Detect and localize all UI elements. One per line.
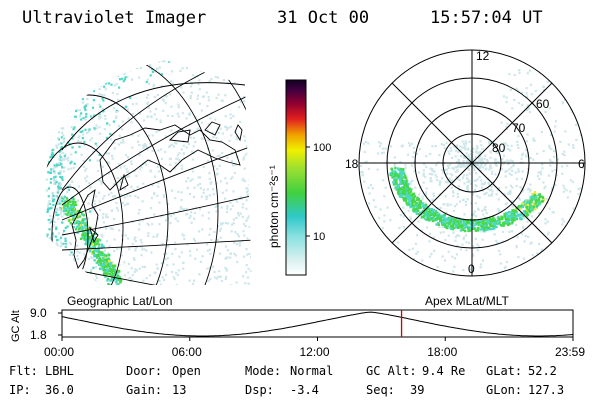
ip-value: 36.0 xyxy=(45,383,74,397)
coastlines xyxy=(71,121,243,269)
door-label: Door: xyxy=(126,364,163,378)
ip-label: IP: xyxy=(9,383,31,397)
gcalt-value: 9.4 Re xyxy=(422,364,466,378)
timeline-ylabel: GC Alt xyxy=(10,310,22,342)
mode-value: Normal xyxy=(290,364,334,378)
polar-plot: 12 18 6 0 60 70 80 xyxy=(345,49,586,277)
glat-value: 52.2 xyxy=(528,364,557,378)
geographic-image xyxy=(43,60,252,285)
ytick-1-8: 1.8 xyxy=(30,328,47,342)
lat-label-80: 80 xyxy=(492,141,506,155)
flt-label: Flt: xyxy=(9,364,38,378)
seq-label: Seq: xyxy=(366,383,395,397)
colorbar-label: photon cm⁻²s⁻¹ xyxy=(267,165,281,248)
image-time: 15:57:04 UT xyxy=(430,8,543,28)
glon-label: GLon: xyxy=(486,383,523,397)
image-date: 31 Oct 00 xyxy=(277,8,370,28)
colorbar: 100 10 photon cm⁻²s⁻¹ xyxy=(267,79,331,276)
colorbar-tick-10: 10 xyxy=(313,231,325,243)
mlt-label-6: 6 xyxy=(578,157,585,171)
xtick-label: 23:59 xyxy=(555,345,585,359)
lat-label-70: 70 xyxy=(512,121,526,135)
polar-grid xyxy=(358,49,586,277)
xtick-label: 12:00 xyxy=(300,345,330,359)
dsp-value: -3.4 xyxy=(290,383,319,397)
door-value: Open xyxy=(172,364,201,378)
lat-label-60: 60 xyxy=(536,97,550,111)
xtick-label: 18:00 xyxy=(427,345,457,359)
mlt-label-18: 18 xyxy=(345,157,359,171)
instrument-title: Ultraviolet Imager xyxy=(22,8,207,28)
ytick-9: 9.0 xyxy=(30,306,47,320)
flt-value: LBHL xyxy=(45,364,74,378)
timeline-frame xyxy=(61,309,574,338)
colorbar-scale xyxy=(285,79,307,276)
mlt-label-12: 12 xyxy=(476,49,490,63)
colorbar-tick-100: 100 xyxy=(313,142,331,154)
xtick-label: 06:00 xyxy=(172,345,202,359)
geographic-label: Geographic Lat/Lon xyxy=(67,294,172,308)
apex-label: Apex MLat/MLT xyxy=(425,294,509,308)
gain-value: 13 xyxy=(172,383,187,397)
glon-value: 127.3 xyxy=(528,383,565,397)
mlt-label-0: 0 xyxy=(468,262,475,276)
altitude-timeline: GC Alt 9.0 1.8 00:00 06:00 12:00 18:00 23:59 xyxy=(10,306,585,359)
dsp-label: Dsp: xyxy=(245,383,274,397)
gcalt-label: GC Alt: xyxy=(366,364,417,378)
mode-label: Mode: xyxy=(245,364,282,378)
geo-grid xyxy=(43,60,252,285)
xtick-label: 00:00 xyxy=(44,345,74,359)
altitude-curve xyxy=(61,311,574,337)
glat-label: GLat: xyxy=(486,364,523,378)
seq-value: 39 xyxy=(410,383,425,397)
gain-label: Gain: xyxy=(126,383,163,397)
